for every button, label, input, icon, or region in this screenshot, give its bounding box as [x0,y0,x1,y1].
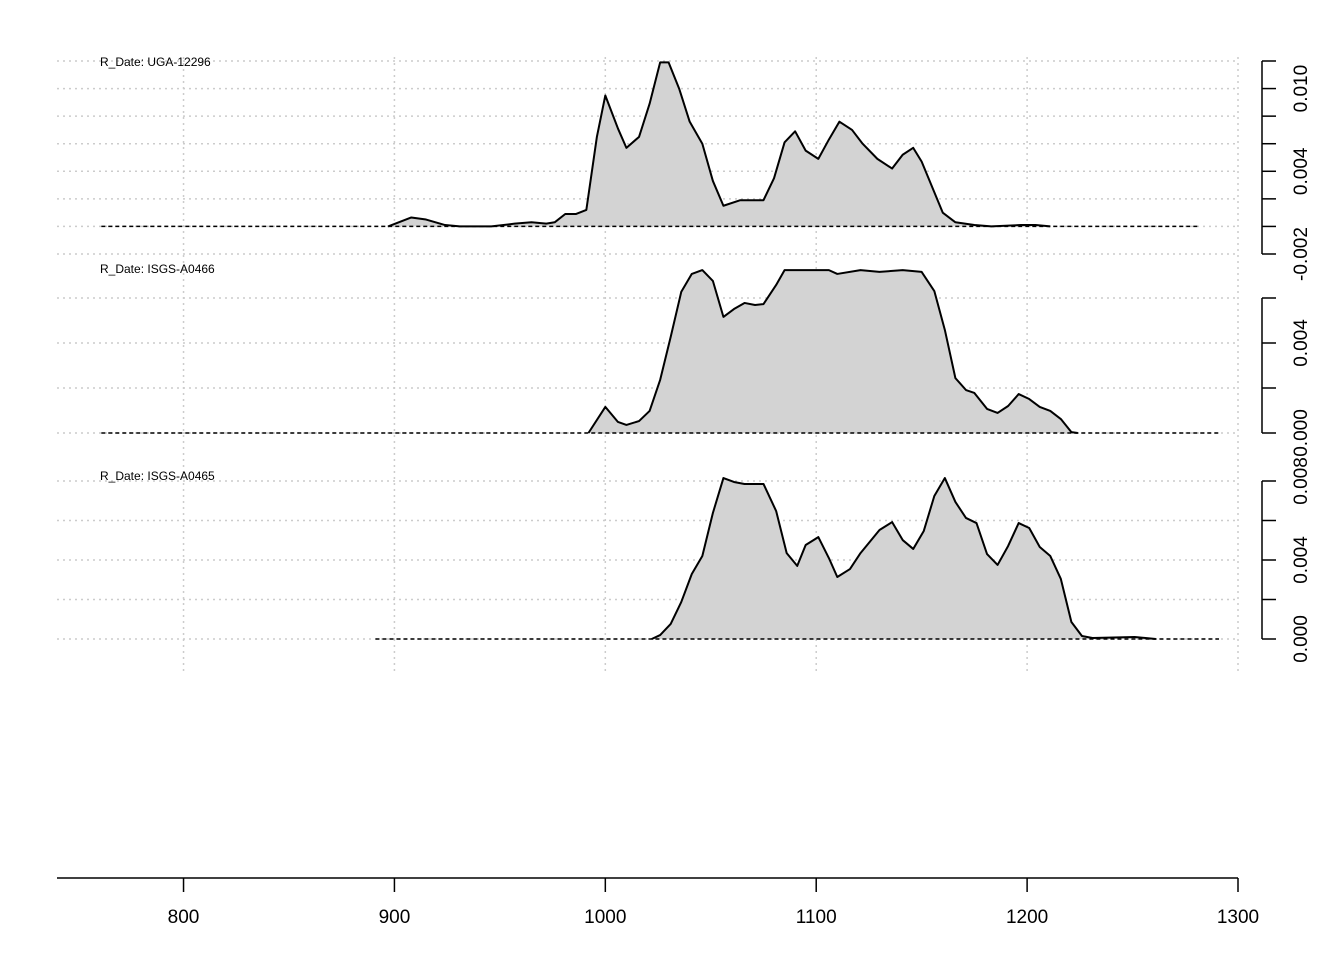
x-tick-label: 900 [379,907,411,928]
y-tick-label: 0.000 [1291,409,1312,457]
y-tick-label: 0.004 [1291,319,1312,367]
density-line [651,477,1156,640]
panel-label: R_Date: ISGS-A0466 [100,262,215,276]
density-area [651,478,1156,639]
y-tick-label: 0.004 [1291,536,1312,584]
y-tick-label: 0.004 [1291,147,1312,195]
x-tick-label: 1200 [1006,907,1048,928]
y-tick-label: 0.008 [1291,457,1312,505]
y-tick-label: 0.010 [1291,65,1312,113]
density-line [587,269,1078,434]
panel-label: R_Date: ISGS-A0465 [100,469,215,483]
density-area [388,62,1051,227]
y-tick-label: -0.002 [1291,227,1312,281]
x-tick-label: 1000 [584,907,626,928]
x-tick-label: 800 [168,907,200,928]
x-tick-label: 1300 [1217,907,1259,928]
density-area [588,270,1078,433]
y-tick-label: 0.000 [1291,615,1312,663]
density-line [387,61,1051,228]
panel-label: R_Date: UGA-12296 [100,55,211,69]
x-tick-label: 1100 [796,907,837,928]
